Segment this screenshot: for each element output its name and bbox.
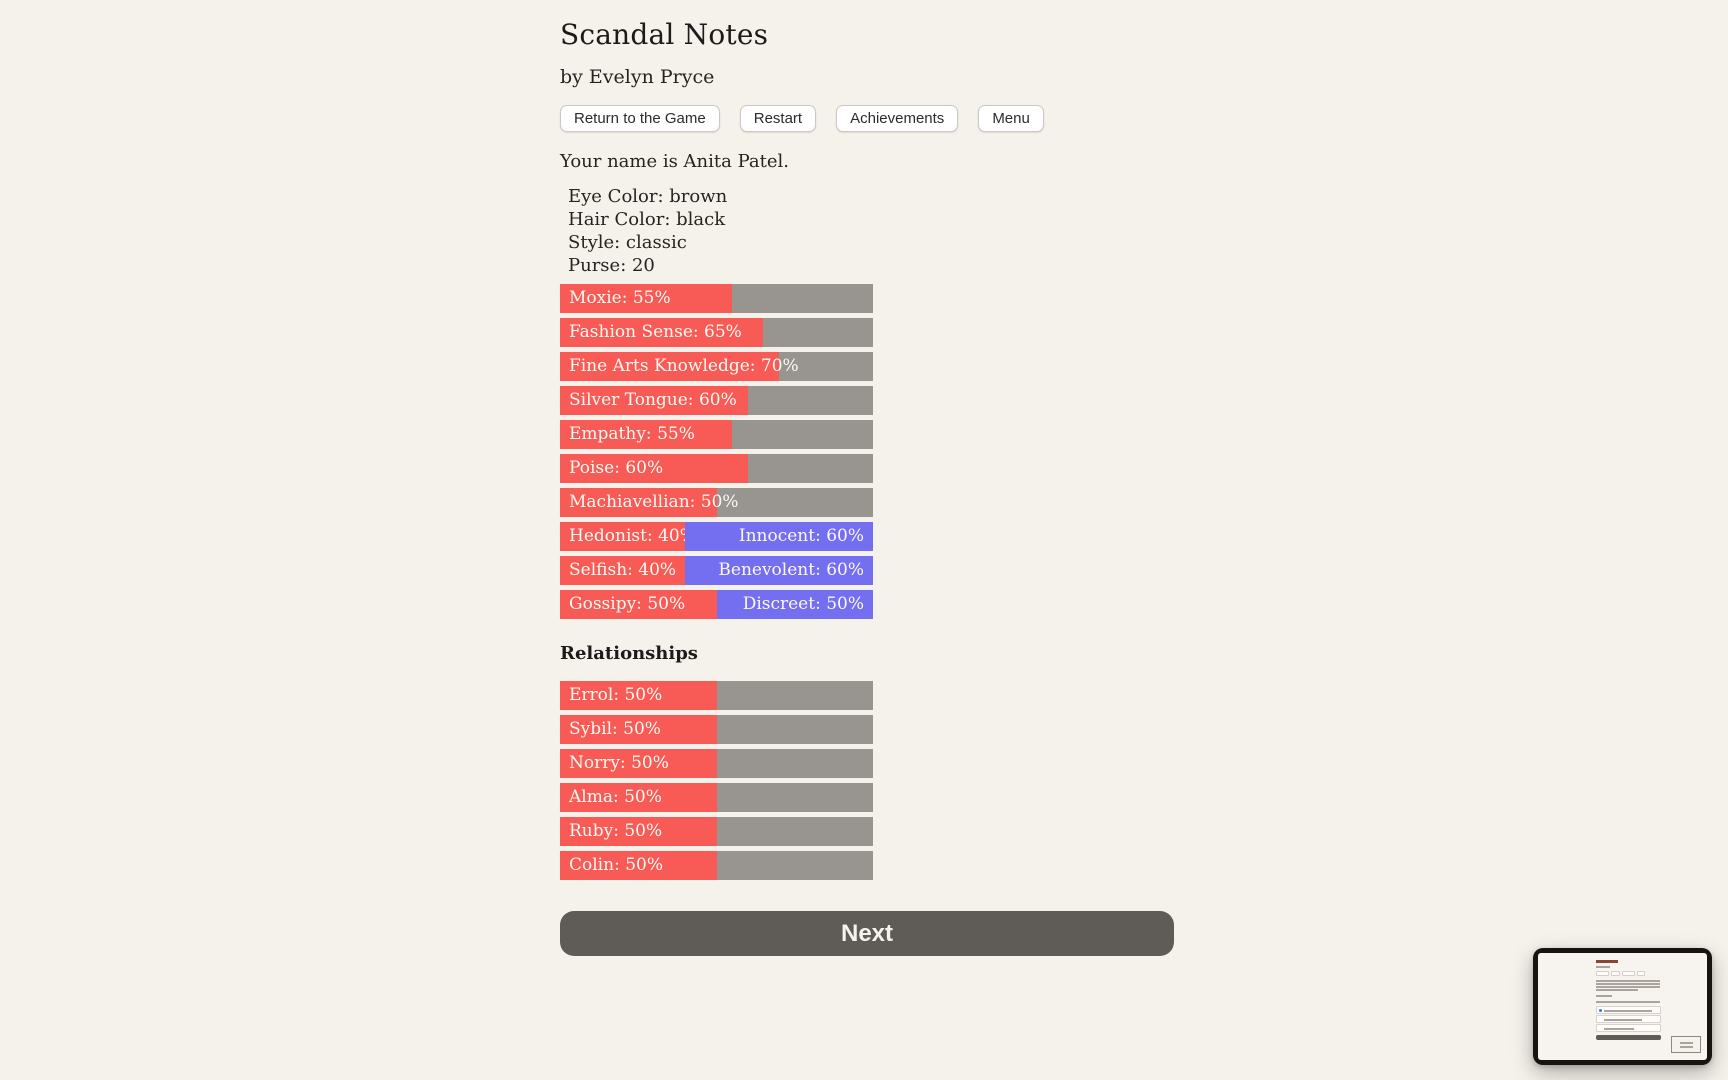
screen-preview-window[interactable] [1533, 948, 1712, 1065]
stat-bar-empathy: Empathy: 55% [560, 420, 873, 449]
stat-bar-left-fill: Hedonist: 40% [560, 522, 696, 551]
stat-bar-left-label: Hedonist: 40% [569, 526, 696, 546]
attribute-style: Style: classic [568, 232, 687, 253]
stat-bar-right-label: Discreet: 50% [742, 594, 864, 614]
restart-button[interactable]: Restart [739, 105, 817, 132]
attribute-eye-color: Eye Color: brown [568, 186, 728, 207]
stat-bar-label: Silver Tongue: 60% [569, 390, 737, 410]
mini-paragraph-line [1596, 980, 1660, 982]
relationship-bar-fill: Sybil: 50% [560, 715, 717, 744]
stat-bar-selfish-benevolent: Selfish: 40% Benevolent: 60% [560, 556, 873, 585]
stat-bar-fashion-sense: Fashion Sense: 65% [560, 318, 873, 347]
mini-next-button [1596, 1035, 1661, 1040]
mini-choice-option [1596, 1015, 1661, 1023]
mini-paragraph-line [1596, 989, 1638, 991]
return-to-game-button[interactable]: Return to the Game [560, 105, 720, 132]
stat-bar-left-fill: Gossipy: 50% [560, 590, 717, 619]
relationship-bar-alma: Alma: 50% [560, 783, 873, 812]
mini-paragraph-line [1596, 986, 1660, 988]
mini-paragraph-line [1596, 983, 1660, 985]
stat-bar-hedonist-innocent: Hedonist: 40% Innocent: 60% [560, 522, 873, 551]
mini-nav-button [1611, 971, 1620, 976]
mini-option-text [1604, 1028, 1634, 1030]
relationship-bar-fill: Errol: 50% [560, 681, 717, 710]
relationships-heading: Relationships [560, 643, 698, 664]
relationship-bar-label: Errol: 50% [569, 685, 663, 705]
relationship-bar-label: Colin: 50% [569, 855, 663, 875]
relationship-bar-fill: Norry: 50% [560, 749, 717, 778]
relationship-bar-sybil: Sybil: 50% [560, 715, 873, 744]
stat-bar-label: Fashion Sense: 65% [569, 322, 742, 342]
stat-bar-poise: Poise: 60% [560, 454, 873, 483]
mini-choice-option [1596, 1024, 1661, 1032]
relationship-bar-label: Alma: 50% [569, 787, 662, 807]
mini-option-text [1604, 1010, 1652, 1012]
nav-button-row: Return to the Game Restart Achievements … [560, 105, 1174, 132]
mini-page-title [1596, 960, 1618, 963]
stat-bar-fill: Fine Arts Knowledge: 70% [560, 352, 799, 381]
relationship-bar-fill: Colin: 50% [560, 851, 717, 880]
stat-bar-label: Poise: 60% [569, 458, 664, 478]
stat-bar-moxie: Moxie: 55% [560, 284, 873, 313]
stat-bar-label: Fine Arts Knowledge: 70% [569, 356, 799, 376]
mini-text-line [1596, 995, 1612, 997]
mini-nav-button [1596, 971, 1609, 976]
relationship-bar-label: Norry: 50% [569, 753, 669, 773]
stat-bar-silver-tongue: Silver Tongue: 60% [560, 386, 873, 415]
mini-nav-button [1637, 971, 1645, 976]
relationship-bar-fill: Alma: 50% [560, 783, 717, 812]
stat-bar-right-fill: Innocent: 60% [685, 522, 873, 551]
mini-nested-line [1680, 1042, 1693, 1044]
stat-bar-left-label: Gossipy: 50% [569, 594, 686, 614]
achievements-button[interactable]: Achievements [836, 105, 959, 132]
stat-bar-right-fill: Benevolent: 60% [685, 556, 873, 585]
stat-bar-fine-arts-knowledge: Fine Arts Knowledge: 70% [560, 352, 873, 381]
relationship-bar-colin: Colin: 50% [560, 851, 873, 880]
character-attributes: Eye Color: brown Hair Color: black Style… [560, 185, 1174, 277]
author-byline: by Evelyn Pryce [560, 66, 715, 88]
stat-bar-machiavellian: Machiavellian: 50% [560, 488, 873, 517]
stat-bar-label: Empathy: 55% [569, 424, 695, 444]
stat-bar-fill: Empathy: 55% [560, 420, 733, 449]
relationship-bar-label: Sybil: 50% [569, 719, 661, 739]
stat-bar-label: Machiavellian: 50% [569, 492, 739, 512]
mini-radio-selected-icon [1599, 1009, 1602, 1012]
relationship-bars: Errol: 50% Sybil: 50% Norry: 50% Alma: 5… [560, 681, 873, 880]
character-name-line: Your name is Anita Patel. [560, 151, 789, 172]
mini-choice-option [1596, 1006, 1661, 1014]
mini-text-line [1596, 1001, 1660, 1003]
mini-byline [1596, 966, 1610, 968]
mini-nav-button [1622, 971, 1635, 976]
relationship-bar-fill: Ruby: 50% [560, 817, 717, 846]
stat-bar-right-label: Benevolent: 60% [718, 560, 864, 580]
stat-bars: Moxie: 55% Fashion Sense: 65% Fine Arts … [560, 284, 873, 619]
relationship-bar-norry: Norry: 50% [560, 749, 873, 778]
relationship-bar-label: Ruby: 50% [569, 821, 663, 841]
menu-button[interactable]: Menu [978, 105, 1044, 132]
stat-bar-fill: Machiavellian: 50% [560, 488, 739, 517]
screen-preview-content [1538, 953, 1707, 1060]
relationship-bar-ruby: Ruby: 50% [560, 817, 873, 846]
mini-nested-line [1680, 1046, 1693, 1048]
stat-bar-fill: Silver Tongue: 60% [560, 386, 748, 415]
relationship-bar-errol: Errol: 50% [560, 681, 873, 710]
stat-bar-right-label: Innocent: 60% [738, 526, 864, 546]
next-button[interactable]: Next [560, 911, 1174, 956]
attribute-purse: Purse: 20 [568, 255, 655, 276]
stat-bar-fill: Fashion Sense: 65% [560, 318, 764, 347]
page-title: Scandal Notes [560, 18, 769, 51]
stat-bar-fill: Poise: 60% [560, 454, 748, 483]
stat-bar-label: Moxie: 55% [569, 288, 671, 308]
stat-bar-left-label: Selfish: 40% [569, 560, 677, 580]
stat-bar-gossipy-discreet: Gossipy: 50% Discreet: 50% [560, 590, 873, 619]
stat-bar-right-fill: Discreet: 50% [716, 590, 873, 619]
mini-nested-preview [1671, 1036, 1701, 1053]
mini-option-text [1604, 1019, 1642, 1021]
stat-bar-fill: Moxie: 55% [560, 284, 733, 313]
stat-bar-left-fill: Selfish: 40% [560, 556, 686, 585]
stats-page: Scandal Notes by Evelyn Pryce Return to … [560, 18, 1174, 956]
attribute-hair-color: Hair Color: black [568, 209, 726, 230]
